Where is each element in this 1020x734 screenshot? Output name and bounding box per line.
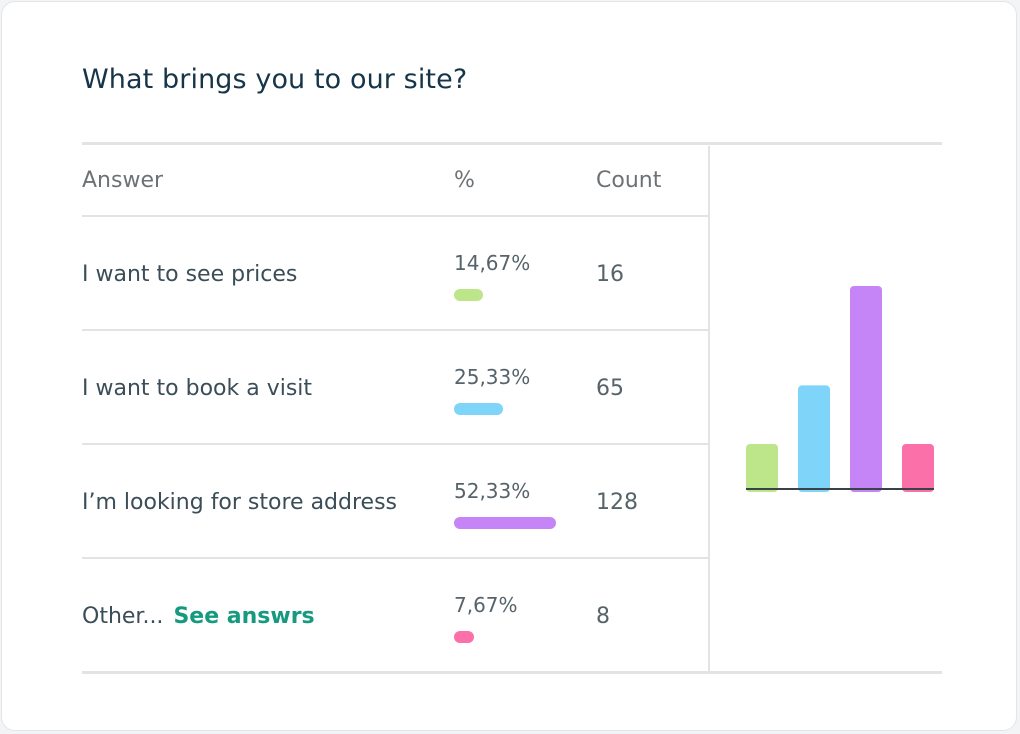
- row-divider: [82, 215, 708, 217]
- count-value: 65: [596, 376, 624, 401]
- answer-text: I want to see prices: [82, 262, 298, 287]
- table-row: I’m looking for store address 52,33% 128: [2, 446, 708, 558]
- count-value: 16: [596, 262, 624, 287]
- answer-cell: Other... See answrs: [82, 604, 315, 629]
- results-bar-chart: [746, 286, 934, 492]
- poll-title: What brings you to our site?: [82, 64, 468, 95]
- percent-value: 25,33%: [454, 365, 531, 389]
- answer-text: I want to book a visit: [82, 376, 313, 401]
- chart-bar: [902, 444, 934, 492]
- table-bottom-border: [82, 671, 942, 674]
- count-value: 128: [596, 490, 638, 515]
- row-divider: [82, 443, 708, 445]
- percent-bar: [454, 403, 504, 415]
- chart-bar: [798, 385, 830, 492]
- chart-bar: [746, 444, 778, 492]
- table-row: Other... See answrs 7,67% 8: [2, 560, 708, 672]
- percent-value: 14,67%: [454, 251, 531, 275]
- answer-text: I’m looking for store address: [82, 490, 398, 515]
- percent-value: 52,33%: [454, 479, 531, 503]
- header-count: Count: [596, 168, 662, 193]
- count-value: 8: [596, 604, 610, 629]
- header-percent: %: [454, 168, 475, 193]
- header-answer: Answer: [82, 168, 164, 193]
- chart-baseline: [746, 488, 934, 490]
- table-row: I want to see prices 14,67% 16: [2, 218, 708, 330]
- chart-bar: [850, 286, 882, 492]
- chart-divider: [708, 146, 710, 673]
- answer-text: Other...: [82, 604, 164, 629]
- table-row: I want to book a visit 25,33% 65: [2, 332, 708, 444]
- percent-value: 7,67%: [454, 593, 518, 617]
- table-top-border: [82, 142, 942, 145]
- row-divider: [82, 329, 708, 331]
- see-answers-link[interactable]: See answrs: [173, 604, 315, 629]
- percent-bar: [454, 289, 483, 301]
- percent-bar: [454, 517, 556, 529]
- row-divider: [82, 557, 708, 559]
- percent-bar: [454, 631, 474, 643]
